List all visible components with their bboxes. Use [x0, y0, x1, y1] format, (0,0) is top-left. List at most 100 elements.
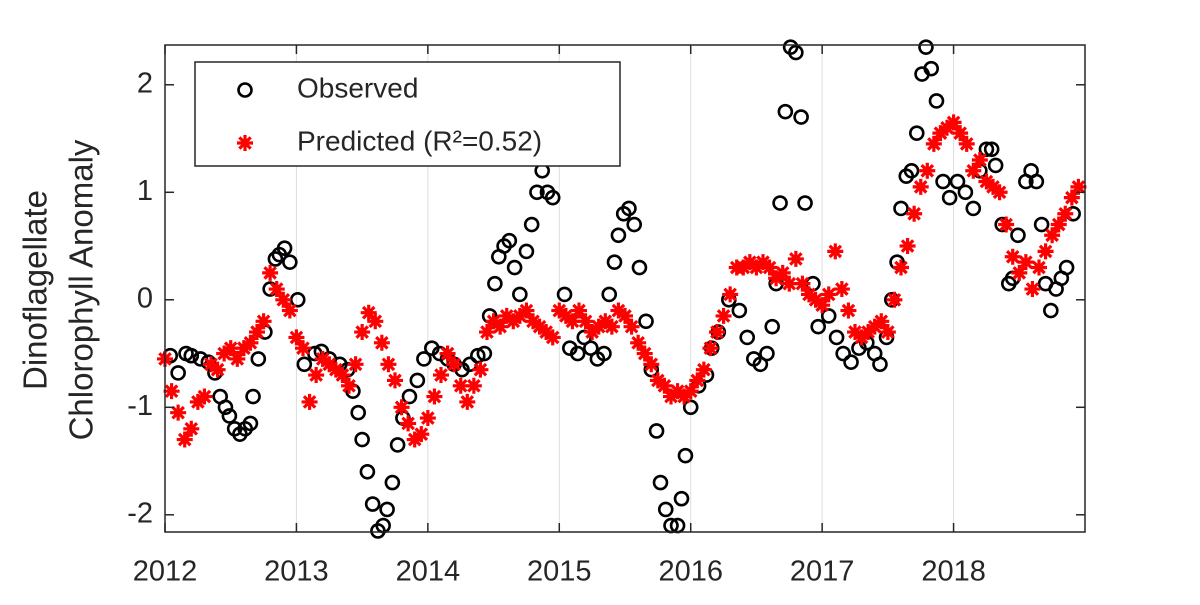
point	[229, 350, 246, 367]
point	[797, 195, 813, 211]
point	[860, 324, 877, 341]
point	[373, 334, 390, 351]
point	[638, 313, 654, 330]
point	[217, 399, 234, 416]
point	[262, 264, 279, 281]
point	[957, 184, 974, 201]
point	[1058, 259, 1075, 276]
point	[209, 361, 226, 378]
point	[1031, 259, 1047, 276]
point	[788, 44, 804, 61]
point	[965, 200, 982, 217]
point	[577, 313, 594, 330]
point	[183, 347, 200, 364]
point	[1037, 243, 1054, 260]
point	[903, 162, 920, 179]
point	[416, 351, 432, 367]
point	[433, 367, 449, 384]
legend-label: Predicted (R²=0.52)	[297, 125, 542, 156]
point	[631, 259, 648, 276]
point	[827, 243, 844, 260]
x-tick-label: 2013	[264, 556, 329, 588]
point	[551, 302, 568, 319]
point	[945, 114, 962, 131]
point	[840, 302, 857, 319]
point	[189, 393, 206, 410]
point	[354, 324, 371, 341]
point	[761, 259, 778, 276]
point	[630, 334, 647, 351]
point	[350, 404, 367, 421]
point	[768, 270, 785, 287]
point	[250, 351, 267, 367]
point	[569, 345, 586, 362]
point	[275, 291, 292, 308]
point	[794, 275, 811, 292]
point	[512, 286, 528, 303]
point	[689, 372, 706, 389]
point	[958, 135, 975, 152]
point	[872, 356, 888, 373]
point	[925, 135, 942, 152]
point	[807, 291, 824, 308]
point	[912, 178, 929, 195]
point	[523, 216, 540, 233]
point	[949, 173, 966, 190]
point	[601, 286, 618, 303]
point	[1044, 227, 1061, 244]
point	[983, 141, 1000, 158]
point	[384, 474, 401, 491]
point	[301, 393, 318, 410]
point	[755, 254, 771, 271]
point	[389, 437, 406, 453]
point	[748, 259, 765, 276]
point	[380, 356, 397, 373]
point	[183, 420, 200, 437]
point	[787, 250, 804, 267]
point	[814, 297, 831, 314]
point	[487, 275, 503, 292]
point	[879, 324, 896, 341]
point	[739, 329, 756, 346]
point	[196, 388, 213, 405]
point	[669, 383, 686, 400]
point	[505, 313, 522, 330]
point	[295, 340, 311, 357]
legend-marker	[237, 135, 253, 151]
point	[621, 200, 637, 217]
legend-label: Observed	[297, 72, 418, 103]
point	[538, 324, 555, 341]
point	[518, 302, 535, 319]
y-axis-label: Dinoflagellate	[17, 190, 54, 390]
point	[367, 313, 384, 330]
point	[245, 388, 261, 405]
point	[401, 388, 418, 405]
point	[1028, 173, 1045, 190]
point	[426, 388, 443, 405]
point	[267, 251, 284, 267]
point	[1057, 205, 1074, 222]
point	[741, 254, 758, 271]
point	[479, 324, 495, 341]
point	[393, 399, 410, 416]
point	[978, 141, 995, 158]
point	[1043, 302, 1059, 319]
point	[965, 162, 982, 179]
point	[170, 404, 187, 421]
point	[597, 313, 614, 330]
point	[321, 356, 338, 373]
point	[163, 383, 180, 400]
point	[1063, 189, 1080, 206]
point	[893, 259, 909, 276]
x-tick-label: 2012	[133, 556, 198, 588]
point	[216, 345, 233, 362]
point	[682, 399, 699, 416]
point	[759, 345, 775, 362]
point	[341, 377, 357, 394]
point	[465, 377, 482, 394]
point	[677, 447, 694, 464]
point	[1033, 216, 1050, 233]
point	[886, 291, 903, 308]
point	[941, 189, 958, 206]
point	[525, 313, 541, 330]
